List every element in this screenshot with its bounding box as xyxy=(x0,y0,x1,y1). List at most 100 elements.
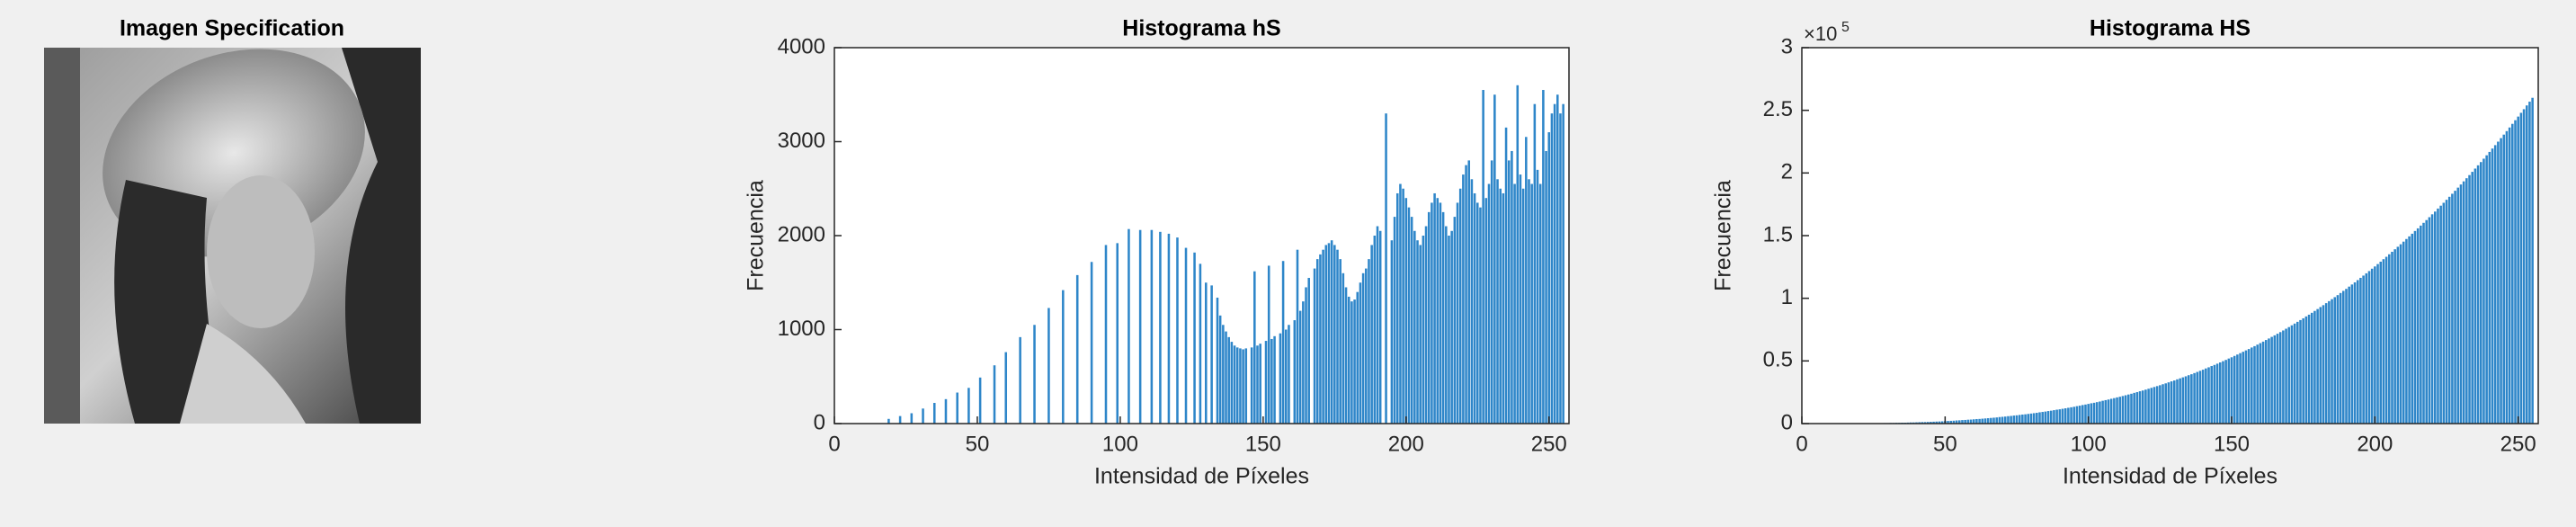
bar xyxy=(898,415,902,424)
bar xyxy=(1305,287,1307,424)
bar xyxy=(2155,386,2159,424)
bar xyxy=(1496,179,1499,424)
bar xyxy=(1553,103,1556,424)
bar xyxy=(2247,349,2251,424)
bar xyxy=(2130,393,2133,424)
bar xyxy=(1473,192,1476,424)
bar xyxy=(2081,405,2084,424)
bar xyxy=(2024,414,2027,424)
bar xyxy=(2374,266,2376,424)
x-tick-label: 0 xyxy=(828,432,840,456)
bar xyxy=(1356,291,1359,424)
bar xyxy=(2101,400,2104,424)
bar xyxy=(2184,376,2188,424)
bar xyxy=(1004,352,1008,424)
bar xyxy=(1404,198,1408,424)
bar xyxy=(1104,245,1108,424)
bar xyxy=(1504,127,1508,424)
bar xyxy=(978,377,982,424)
bar xyxy=(2437,208,2439,424)
bar xyxy=(1528,179,1530,424)
bar xyxy=(1453,217,1457,424)
bar xyxy=(2396,246,2400,424)
bar xyxy=(2342,290,2345,424)
bar xyxy=(2307,314,2311,424)
bar xyxy=(2270,336,2273,424)
bar xyxy=(1244,348,1248,424)
bar xyxy=(887,418,890,424)
bar xyxy=(1926,422,1930,424)
bar xyxy=(2296,321,2299,424)
bar xyxy=(1062,290,1065,424)
bar xyxy=(1938,421,1941,424)
x-tick-label: 250 xyxy=(2500,432,2536,456)
bar xyxy=(2090,403,2093,424)
bar xyxy=(2479,162,2482,424)
bar xyxy=(2508,127,2511,424)
bar xyxy=(2502,134,2506,424)
bar xyxy=(1932,421,1935,424)
bar xyxy=(1530,183,1533,424)
bar xyxy=(1998,416,2001,424)
bar xyxy=(2173,380,2176,424)
bar xyxy=(2099,401,2101,424)
y-tick-label: 3000 xyxy=(778,129,825,153)
bar xyxy=(1499,188,1502,424)
bar xyxy=(1419,245,1422,424)
bar xyxy=(2471,172,2473,424)
bar xyxy=(1281,261,1285,424)
bar xyxy=(2488,151,2491,424)
bar xyxy=(1259,344,1261,424)
bar xyxy=(2356,280,2359,424)
bar xyxy=(1019,336,1021,424)
bar xyxy=(2036,413,2038,424)
x-tick-label: 50 xyxy=(966,432,990,456)
bar xyxy=(1525,137,1528,424)
bar xyxy=(2170,381,2173,424)
bar xyxy=(1250,347,1253,424)
bar xyxy=(1930,422,1932,424)
bar xyxy=(2411,233,2414,424)
bar xyxy=(2290,325,2294,424)
bar xyxy=(2500,138,2502,424)
bar xyxy=(2095,402,2099,424)
bar xyxy=(1395,192,1399,424)
bar xyxy=(1279,333,1282,424)
bar xyxy=(2350,284,2354,424)
bar xyxy=(2285,328,2287,424)
bar xyxy=(1556,94,1559,424)
bar xyxy=(2331,299,2333,424)
bar xyxy=(2482,158,2485,424)
bar xyxy=(2213,364,2216,424)
bar xyxy=(1184,247,1188,424)
image xyxy=(44,48,421,424)
bar xyxy=(1935,421,1939,424)
bar xyxy=(2476,165,2480,424)
x-tick-label: 200 xyxy=(1388,432,1424,456)
bar xyxy=(1167,233,1171,424)
bar xyxy=(956,392,958,424)
bar xyxy=(2092,402,2096,424)
bar xyxy=(1966,419,1970,424)
bar xyxy=(1322,249,1324,424)
bar xyxy=(2144,389,2147,424)
bar xyxy=(2365,272,2368,424)
bar xyxy=(1947,421,1949,424)
bar xyxy=(1955,420,1958,424)
bar xyxy=(2310,312,2313,424)
bar xyxy=(2336,295,2340,424)
x-tick-label: 250 xyxy=(1531,432,1567,456)
bar xyxy=(1550,113,1554,424)
bar xyxy=(1330,240,1333,424)
bar xyxy=(1341,272,1345,424)
bar xyxy=(2517,116,2519,424)
bar xyxy=(2405,238,2408,424)
bar xyxy=(2239,353,2242,424)
bar xyxy=(1513,183,1516,424)
bar xyxy=(1427,211,1431,424)
bar xyxy=(1462,174,1465,424)
bar xyxy=(2015,415,2019,424)
bar xyxy=(1445,226,1448,424)
bar xyxy=(2233,355,2236,424)
